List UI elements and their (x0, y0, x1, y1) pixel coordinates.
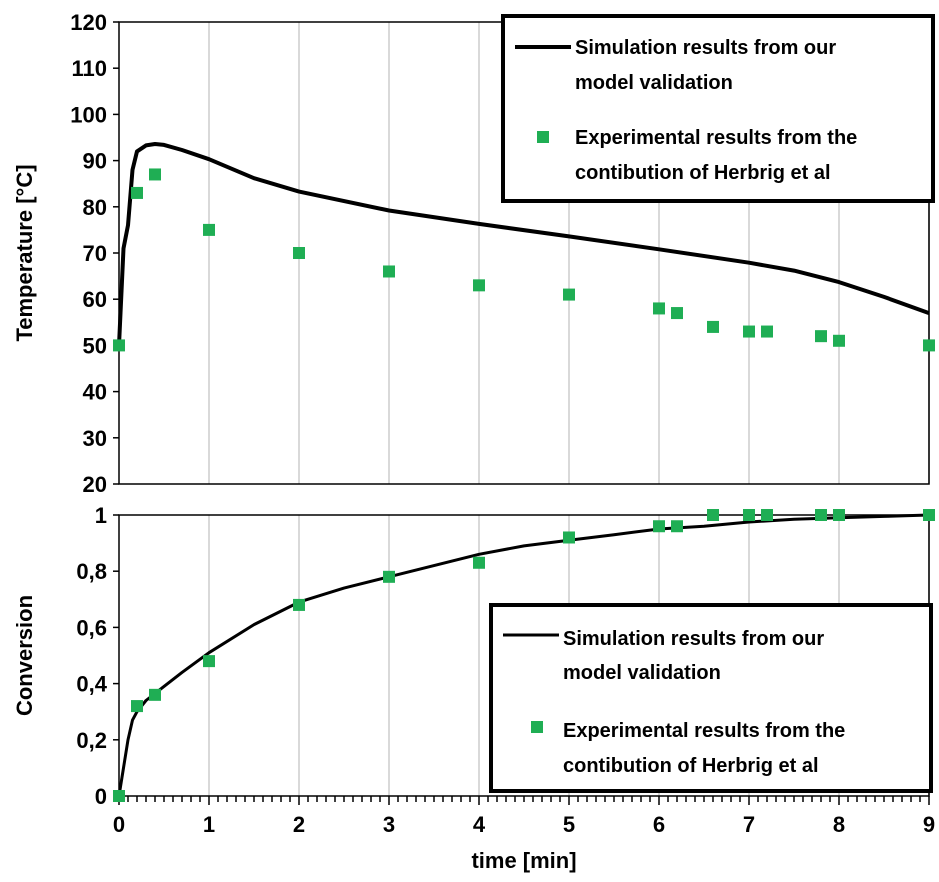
experimental-point (293, 598, 305, 611)
legend-label-experimental-line1: Experimental results from the (563, 720, 845, 742)
experimental-point (833, 334, 845, 347)
y-tick-label: 120 (70, 10, 107, 35)
experimental-point (203, 223, 215, 236)
experimental-point (383, 265, 395, 278)
legend-label-simulation-line1: Simulation results from our (575, 37, 836, 59)
y-tick-label: 30 (83, 426, 107, 451)
experimental-point (923, 509, 935, 521)
y-axis-title: Temperature [°C] (12, 164, 37, 341)
experimental-point (761, 325, 773, 338)
legend-marker-swatch (531, 721, 543, 733)
y-tick-label: 60 (83, 287, 107, 312)
experimental-point (815, 509, 827, 521)
chart-panel-conversion: 0 0,2 0,4 0,6 0,8 1 Conversion 0 1 2 3 4 5 6 7 8 9 time [… (12, 503, 935, 873)
experimental-point (203, 655, 215, 668)
x-tick-label: 8 (833, 812, 845, 837)
experimental-point (671, 307, 683, 320)
y-tick-label: 0,2 (76, 728, 107, 753)
experimental-point (743, 325, 755, 338)
experimental-point (113, 790, 125, 802)
experimental-point (149, 168, 161, 181)
x-tick-label: 2 (293, 812, 305, 837)
experimental-point (473, 279, 485, 292)
experimental-point (293, 247, 305, 259)
y-tick-label: 110 (72, 56, 108, 81)
experimental-point (131, 700, 143, 713)
x-tick-label: 0 (113, 812, 125, 837)
y-tick-label: 80 (83, 195, 107, 220)
experimental-point (833, 509, 845, 521)
y-tick-label: 70 (83, 241, 107, 266)
y-tick-label: 50 (83, 333, 107, 358)
legend-box (489, 603, 933, 793)
legend-label-simulation-line1: Simulation results from our (563, 628, 824, 650)
experimental-point (563, 288, 575, 301)
legend-label-simulation-line2: model validation (575, 72, 733, 94)
experimental-point (653, 520, 665, 533)
y-tick-label: 40 (83, 380, 107, 405)
experimental-point (563, 531, 575, 544)
simulation-line (117, 142, 930, 346)
experimental-point (473, 556, 485, 569)
x-axis-title: time [min] (471, 848, 576, 873)
legend-box (501, 14, 935, 203)
experimental-point (113, 339, 125, 352)
x-tick-label: 9 (923, 812, 935, 837)
experimental-point (761, 509, 773, 521)
experimental-point (743, 509, 755, 521)
legend: Simulation results from our model validat… (489, 603, 933, 793)
experimental-point (383, 570, 395, 583)
x-tick-label: 7 (743, 812, 755, 837)
x-tick-label: 3 (383, 812, 395, 837)
x-tick-label: 5 (563, 812, 575, 837)
experimental-point (815, 330, 827, 343)
experimental-point (707, 509, 719, 521)
y-tick-label: 1 (95, 503, 107, 528)
y-tick-label: 100 (70, 102, 107, 127)
experimental-point (131, 186, 143, 199)
legend-label-experimental-line2: contibution of Herbrig et al (563, 755, 819, 777)
y-tick-label: 0,6 (76, 615, 107, 640)
experimental-point (653, 302, 665, 315)
legend-label-experimental-line2: contibution of Herbrig et al (575, 162, 831, 184)
chart-panel-temperature: 20 30 40 50 60 70 80 90 100 110 120 Temperature [°C… (12, 10, 935, 497)
y-tick-label: 90 (83, 149, 107, 174)
y-axis-title: Conversion (12, 595, 37, 716)
legend-label-experimental-line1: Experimental results from the (575, 127, 857, 149)
experimental-point (149, 688, 161, 701)
experimental-point (923, 339, 935, 352)
y-tick-label: 20 (83, 472, 107, 497)
x-tick-label: 6 (653, 812, 665, 837)
y-tick-label: 0,8 (76, 559, 107, 584)
experimental-point (671, 520, 683, 533)
legend: Simulation results from our model validat… (501, 14, 935, 203)
y-tick-label: 0 (95, 784, 107, 809)
y-tick-label: 0,4 (76, 672, 107, 697)
x-tick-label: 1 (203, 812, 215, 837)
experimental-point (707, 320, 719, 333)
x-tick-label: 4 (473, 812, 486, 837)
legend-label-simulation-line2: model validation (563, 662, 721, 684)
legend-marker-swatch (537, 131, 549, 143)
